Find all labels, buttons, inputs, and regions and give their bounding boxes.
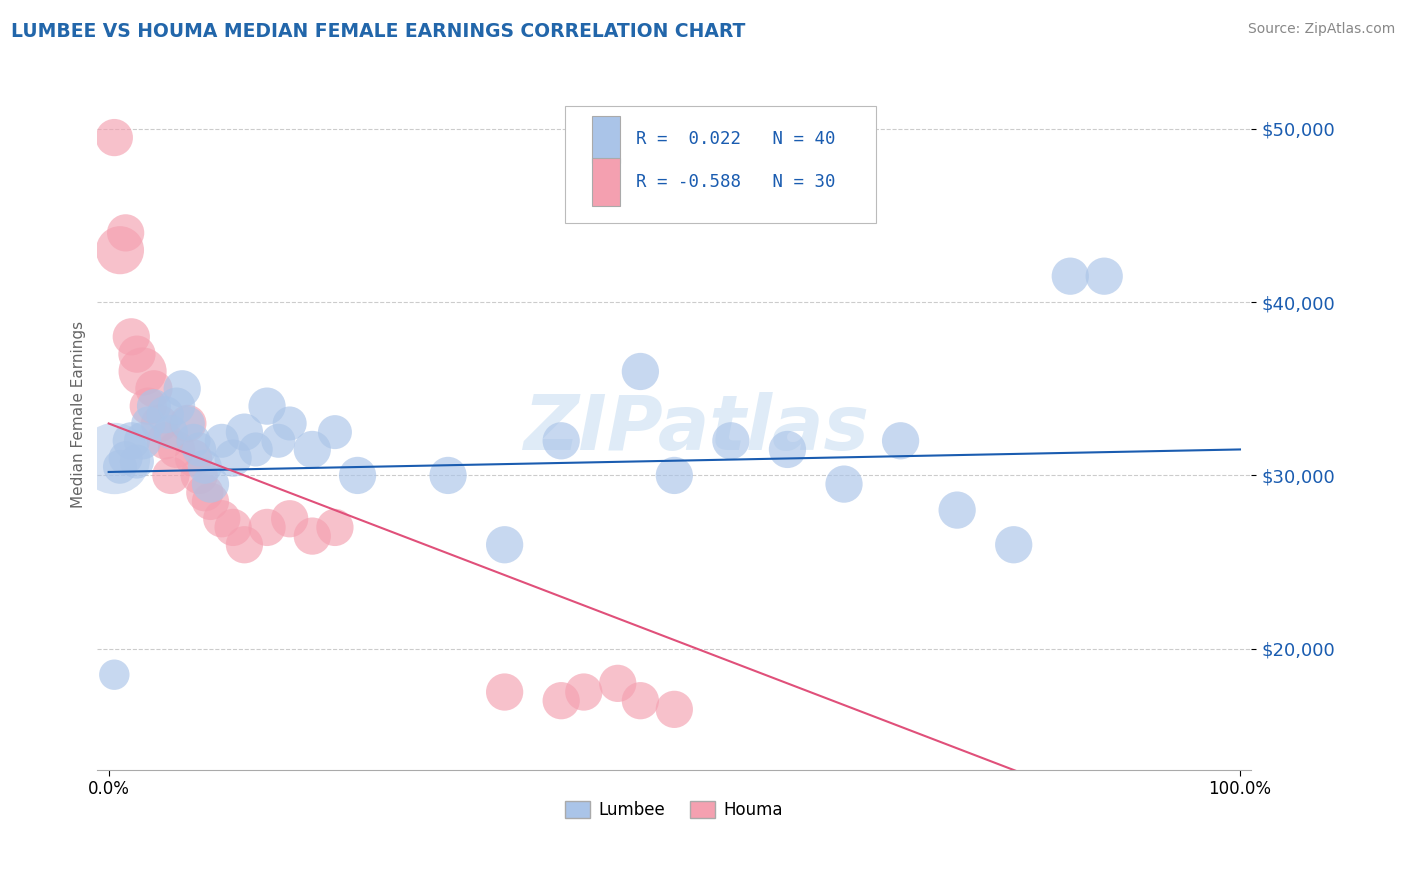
Point xyxy=(256,520,278,534)
Point xyxy=(323,425,346,439)
Point xyxy=(136,417,159,431)
Text: LUMBEE VS HOUMA MEDIAN FEMALE EARNINGS CORRELATION CHART: LUMBEE VS HOUMA MEDIAN FEMALE EARNINGS C… xyxy=(11,22,745,41)
Point xyxy=(166,442,188,457)
Text: R =  0.022   N = 40: R = 0.022 N = 40 xyxy=(637,130,835,148)
Point xyxy=(103,451,125,466)
Point xyxy=(211,512,233,526)
Point xyxy=(142,399,165,413)
Point xyxy=(946,503,969,517)
Point xyxy=(177,417,200,431)
Point xyxy=(323,520,346,534)
Y-axis label: Median Female Earnings: Median Female Earnings xyxy=(72,321,86,508)
Point xyxy=(278,512,301,526)
Point xyxy=(301,529,323,543)
Text: ZIPatlas: ZIPatlas xyxy=(524,392,870,466)
Point xyxy=(108,243,131,257)
Point xyxy=(222,520,245,534)
Point xyxy=(188,468,211,483)
Text: R = -0.588   N = 30: R = -0.588 N = 30 xyxy=(637,173,835,191)
Point xyxy=(125,347,148,361)
Point xyxy=(494,538,516,552)
Point xyxy=(628,364,651,378)
Point xyxy=(131,364,153,378)
Point xyxy=(120,434,142,448)
Point xyxy=(233,425,256,439)
Point xyxy=(437,468,460,483)
Point xyxy=(245,442,267,457)
Point xyxy=(136,399,159,413)
Point xyxy=(166,399,188,413)
FancyBboxPatch shape xyxy=(592,159,620,206)
Point xyxy=(606,676,628,690)
Point xyxy=(160,468,183,483)
Point xyxy=(233,538,256,552)
FancyBboxPatch shape xyxy=(565,106,876,223)
Point xyxy=(222,451,245,466)
Point xyxy=(183,451,205,466)
Point xyxy=(776,442,799,457)
Point xyxy=(194,485,217,500)
Point xyxy=(494,685,516,699)
Point xyxy=(103,130,125,145)
Text: Source: ZipAtlas.com: Source: ZipAtlas.com xyxy=(1247,22,1395,37)
Point xyxy=(200,477,222,491)
Point xyxy=(832,477,855,491)
FancyBboxPatch shape xyxy=(592,116,620,163)
Point xyxy=(155,434,177,448)
Point xyxy=(301,442,323,457)
Point xyxy=(125,454,148,468)
Point xyxy=(256,399,278,413)
Point xyxy=(194,459,217,474)
Point xyxy=(720,434,742,448)
Point xyxy=(155,408,177,422)
Point xyxy=(108,459,131,474)
Point xyxy=(572,685,595,699)
Point xyxy=(278,417,301,431)
Point xyxy=(550,694,572,708)
Point xyxy=(628,694,651,708)
Point xyxy=(188,442,211,457)
Point xyxy=(114,226,136,240)
Point xyxy=(177,417,200,431)
Point xyxy=(183,434,205,448)
Point xyxy=(267,434,290,448)
Point xyxy=(550,434,572,448)
Point xyxy=(664,468,686,483)
Point xyxy=(120,330,142,344)
Point xyxy=(160,425,183,439)
Point xyxy=(890,434,912,448)
Point xyxy=(142,382,165,396)
Point xyxy=(664,702,686,716)
Point xyxy=(1092,269,1115,284)
Point xyxy=(114,451,136,466)
Point xyxy=(200,494,222,508)
Point xyxy=(103,667,125,681)
Point xyxy=(131,434,153,448)
Point xyxy=(211,434,233,448)
Point xyxy=(1059,269,1081,284)
Point xyxy=(172,382,194,396)
Point xyxy=(148,417,170,431)
Legend: Lumbee, Houma: Lumbee, Houma xyxy=(558,794,790,826)
Point xyxy=(1002,538,1025,552)
Point xyxy=(346,468,368,483)
